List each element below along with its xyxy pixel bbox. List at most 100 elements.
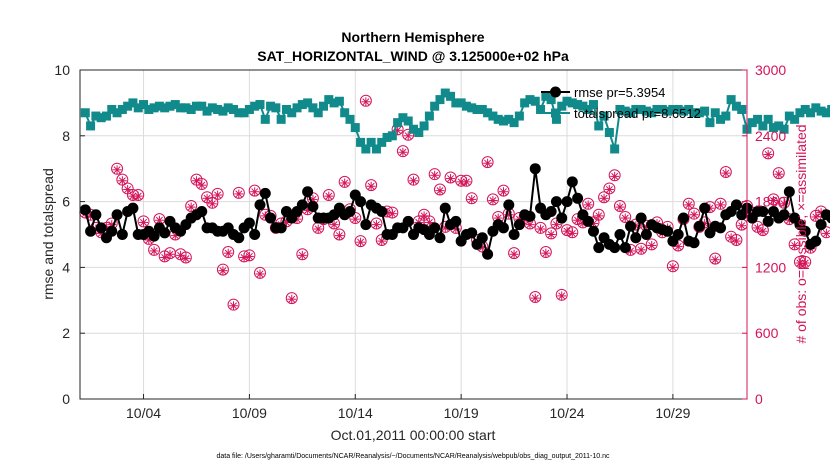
rmse-point	[640, 229, 652, 240]
totalspread-point	[705, 118, 715, 128]
totalspread-point	[165, 101, 175, 111]
y-tick-label-right: 0	[755, 391, 763, 407]
totalspread-point	[498, 116, 508, 126]
totalspread-point	[821, 108, 830, 118]
asterisk-stroke	[595, 212, 603, 220]
rmse-point	[243, 217, 255, 229]
rmse-point	[593, 242, 605, 254]
asterisk-stroke	[425, 218, 433, 226]
asterisk-stroke	[552, 221, 560, 229]
asterisk-stroke	[399, 148, 407, 156]
asterisk-stroke	[208, 200, 216, 208]
totalspread-point	[626, 108, 636, 118]
totalspread-point	[446, 91, 456, 101]
totalspread-point	[716, 114, 726, 124]
asterisk-stroke	[510, 250, 518, 258]
rmse-point	[715, 222, 727, 234]
totalspread-point	[266, 101, 276, 111]
totalspread-point	[594, 121, 604, 131]
totalspread-point	[604, 128, 614, 138]
totalspread-point	[525, 95, 535, 105]
obs-assimilated-point	[366, 181, 376, 191]
asterisk-stroke	[759, 227, 767, 235]
rmse-point	[482, 248, 494, 260]
asterisk-stroke	[198, 181, 206, 189]
rmse-point	[730, 199, 742, 211]
asterisk-stroke	[717, 201, 725, 209]
totalspread-point	[271, 103, 281, 113]
totalspread-point	[689, 108, 699, 118]
totalspread-point	[186, 104, 196, 114]
asterisk-stroke	[335, 232, 343, 240]
rmse-point	[561, 196, 573, 208]
totalspread-point	[371, 144, 381, 154]
totalspread-point	[419, 121, 429, 131]
rmse-point	[355, 196, 367, 208]
obs-assimilated-point	[371, 220, 381, 230]
totalspread-point	[202, 106, 212, 116]
obs-assimilated-point	[737, 221, 747, 231]
rmse-point	[587, 225, 599, 237]
totalspread-point	[91, 111, 101, 121]
obs-assimilated-point	[329, 220, 339, 230]
asterisk-stroke	[669, 263, 677, 271]
rmse-point	[296, 199, 308, 211]
totalspread-point	[800, 104, 810, 114]
totalspread-point	[663, 106, 673, 116]
x-tick-label: 10/29	[655, 405, 690, 421]
asterisk-stroke	[447, 175, 455, 183]
rmse-point	[402, 215, 414, 227]
asterisk-stroke	[219, 267, 227, 275]
legend-spread-marker	[551, 108, 560, 118]
totalspread-point	[615, 104, 625, 114]
totalspread-point	[806, 108, 816, 118]
rmse-point	[249, 229, 261, 240]
x-tick-label: 10/19	[444, 405, 479, 421]
totalspread-point	[779, 124, 789, 134]
legend: rmse pr=5.3954 totalspread pr=8.6512	[541, 85, 701, 121]
obs-assimilated-point	[546, 230, 556, 239]
totalspread-point	[573, 100, 583, 110]
asterisk-stroke	[547, 230, 555, 239]
rmse-point	[429, 222, 441, 234]
totalspread-point	[86, 121, 96, 131]
totalspread-point	[827, 104, 830, 114]
totalspread-point	[313, 108, 323, 118]
rmse-point	[619, 242, 631, 254]
asterisk-stroke	[330, 221, 338, 229]
asterisk-stroke	[605, 186, 613, 194]
asterisk-stroke	[378, 237, 386, 245]
asterisk-stroke	[531, 294, 539, 302]
obs-assimilated-point	[250, 187, 260, 197]
totalspread-point	[514, 111, 524, 121]
totalspread-point	[435, 95, 445, 105]
totalspread-point	[430, 101, 440, 111]
rmse-point	[609, 242, 621, 254]
data-file-footer: data file: /Users/gharamti/Documents/NCA…	[216, 453, 610, 460]
asterisk-stroke	[256, 270, 264, 278]
rmse-point	[524, 210, 536, 222]
rmse-point	[344, 205, 356, 217]
totalspread-point	[678, 106, 688, 116]
obs-assimilated-point	[684, 200, 694, 210]
y-tick-label-left: 4	[62, 259, 70, 275]
asterisk-stroke	[129, 192, 137, 200]
rmse-point	[635, 212, 647, 224]
totalspread-point	[393, 118, 403, 128]
asterisk-stroke	[769, 196, 777, 205]
totalspread-point	[710, 108, 720, 118]
totalspread-point	[790, 114, 800, 124]
rmse-point	[434, 232, 446, 244]
obs-assimilated-point	[753, 223, 763, 233]
obs-assimilated-point	[160, 253, 170, 263]
rmse-point	[254, 199, 266, 211]
obs-assimilated-point	[229, 301, 239, 311]
obs-assimilated-point	[604, 185, 614, 195]
rmse-point	[95, 222, 107, 234]
asterisk-stroke	[791, 241, 799, 249]
asterisk-stroke	[182, 255, 190, 263]
obs-assimilated-point	[647, 240, 657, 250]
asterisk-stroke	[288, 295, 296, 303]
rmse-point	[275, 222, 287, 234]
